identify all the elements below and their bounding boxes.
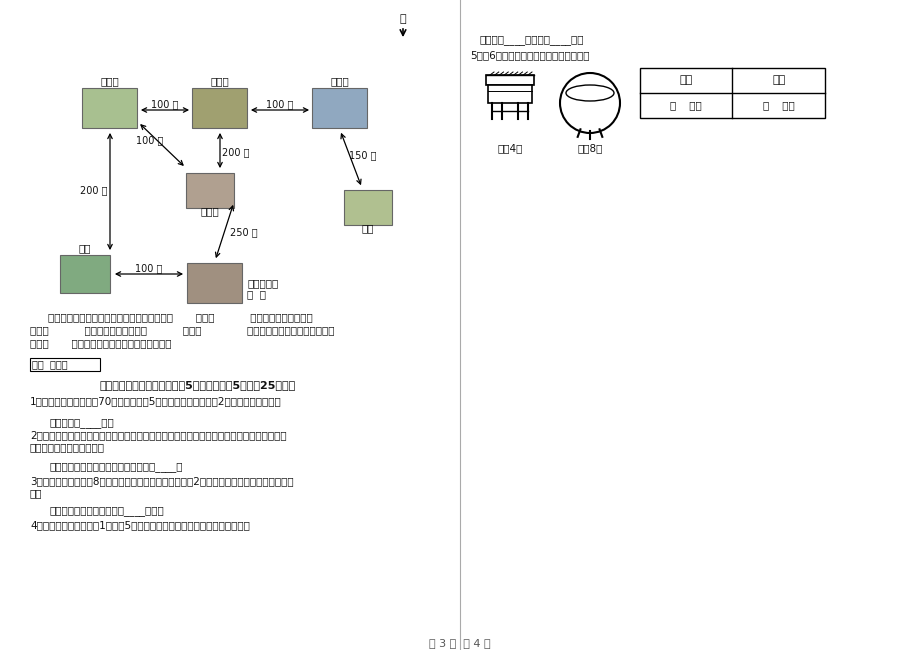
Bar xyxy=(344,190,391,225)
Text: 方桌: 方桌 xyxy=(771,75,785,86)
Text: 答：种白菜和萝卜的地一共是这块地的____。: 答：种白菜和萝卜的地一共是这块地的____。 xyxy=(50,462,183,472)
Bar xyxy=(60,255,110,293)
Text: 每桌4人: 每桌4人 xyxy=(497,143,522,153)
Text: 大  门: 大 门 xyxy=(247,289,267,299)
Text: 第 3 页  共 4 页: 第 3 页 共 4 页 xyxy=(429,638,490,648)
Bar xyxy=(640,68,824,118)
Text: ）走（       ）米到天鹅湖，再从天鹅湖到沙滩。: ）走（ ）米到天鹅湖，再从天鹅湖到沙滩。 xyxy=(30,338,171,348)
Text: 5、朇6位客人用餐，可以怎样安排桌子？: 5、朇6位客人用餐，可以怎样安排桌子？ xyxy=(470,50,589,60)
Text: 150 米: 150 米 xyxy=(349,150,377,160)
Text: 圆桌: 圆桌 xyxy=(679,75,692,86)
Text: 米？: 米？ xyxy=(30,488,42,498)
Bar xyxy=(487,85,531,103)
Text: 1、红星小学操场的长是70米，宽比长短5米。亮亮绕着操场跳了2圈，他跳了多少米？: 1、红星小学操场的长是70米，宽比长短5米。亮亮绕着操场跳了2圈，他跳了多少米？ xyxy=(30,396,281,406)
Text: 一共是这块地的几分之几？: 一共是这块地的几分之几？ xyxy=(30,442,105,452)
Text: 答：另一个正方形的周长是____分米。: 答：另一个正方形的周长是____分米。 xyxy=(50,506,165,516)
Text: 100 米: 100 米 xyxy=(266,99,293,109)
Bar xyxy=(192,88,247,128)
Bar xyxy=(187,263,243,303)
Text: 200 米: 200 米 xyxy=(80,185,108,195)
Text: 牧场: 牧场 xyxy=(79,243,91,253)
Text: 100 米: 100 米 xyxy=(135,263,163,273)
Bar xyxy=(312,88,367,128)
Bar xyxy=(83,88,137,128)
Text: 小丽想从世纪欢乐园大门到沙滩，可以先向（       ）走（           ）米到动物园，再向（: 小丽想从世纪欢乐园大门到沙滩，可以先向（ ）走（ ）米到动物园，再向（ xyxy=(48,312,312,322)
Text: 沙滩: 沙滩 xyxy=(361,223,374,233)
Text: 博物馆: 博物馆 xyxy=(200,206,219,216)
Text: 250 米: 250 米 xyxy=(230,227,257,237)
Circle shape xyxy=(560,73,619,133)
Text: 六、活用知识，解决问题（共5小题，每题剘5分，共25分）。: 六、活用知识，解决问题（共5小题，每题剘5分，共25分）。 xyxy=(100,380,296,390)
Text: （    ）张: （ ）张 xyxy=(762,101,794,111)
Text: 4、姐姐买来一束花，朁1枝，每5枝插入一个花瓶里，可插几瓶？还剩几枝？: 4、姐姐买来一束花，朁1枝，每5枝插入一个花瓶里，可插几瓶？还剩几枝？ xyxy=(30,520,250,530)
Text: 游乐园: 游乐园 xyxy=(100,76,119,86)
Text: 动物园: 动物园 xyxy=(210,76,229,86)
Bar xyxy=(485,75,533,85)
Text: 天鹅湖: 天鹅湖 xyxy=(330,76,349,86)
Text: 答：可插____瓶，还剩____枝。: 答：可插____瓶，还剩____枝。 xyxy=(480,35,584,45)
Text: 每桌8人: 每桌8人 xyxy=(577,143,602,153)
Text: ）走（           ）米到天鹅湖，再向（           ）走（              ）米就到了沙滩；也可以先向（: ）走（ ）米到天鹅湖，再向（ ）走（ ）米就到了沙滩；也可以先向（ xyxy=(30,325,335,335)
Text: 世纪欢乐园: 世纪欢乐园 xyxy=(247,278,278,288)
Text: 100 米: 100 米 xyxy=(151,99,178,109)
Text: 2、王大伯家有一块菜地，他把其中的七分之二种白菜，七分之三种萝卜。种白菜和萝卜的地: 2、王大伯家有一块菜地，他把其中的七分之二种白菜，七分之三种萝卜。种白菜和萝卜的… xyxy=(30,430,287,440)
Text: 北: 北 xyxy=(399,14,406,24)
Text: 3、一个正方形边长是8分米，另一个正方形的边长是它的2倍，另一个正方形的周长是多少分: 3、一个正方形边长是8分米，另一个正方形的边长是它的2倍，另一个正方形的周长是多… xyxy=(30,476,293,486)
Ellipse shape xyxy=(565,85,613,101)
Text: 200 米: 200 米 xyxy=(222,147,249,157)
Text: 100 米: 100 米 xyxy=(136,135,164,145)
Bar xyxy=(30,358,100,371)
Text: 答：他跳了____米。: 答：他跳了____米。 xyxy=(50,418,115,428)
Text: 得分  评卷人: 得分 评卷人 xyxy=(32,359,68,369)
Text: （    ）张: （ ）张 xyxy=(670,101,701,111)
Bar xyxy=(186,173,233,208)
